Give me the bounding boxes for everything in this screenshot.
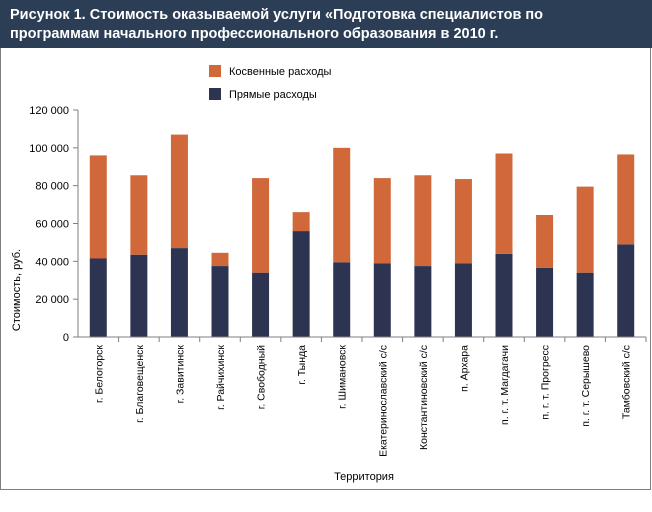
- bar-direct-costs: [130, 254, 148, 337]
- y-tick-label: 100 000: [29, 143, 69, 155]
- bar-indirect-costs: [130, 175, 148, 255]
- legend-label: Прямые расходы: [229, 89, 317, 101]
- x-tick-label: г. Благовещенск: [134, 345, 146, 423]
- y-tick-label: 20 000: [35, 294, 69, 306]
- legend-swatch: [209, 65, 221, 77]
- bar-indirect-costs: [211, 252, 229, 267]
- legend-swatch: [209, 88, 221, 100]
- x-tick-label: г. Белогорск: [93, 345, 105, 403]
- bar-direct-costs: [454, 263, 472, 337]
- legend: Косвенные расходы Прямые расходы: [209, 65, 331, 101]
- bar-indirect-costs: [617, 154, 635, 245]
- x-tick-label: г. Тында: [296, 345, 308, 385]
- bar-indirect-costs: [495, 153, 513, 254]
- bar-indirect-costs: [333, 147, 351, 263]
- x-tick-label: Константиновский с/с: [418, 345, 430, 450]
- bar-indirect-costs: [373, 178, 391, 264]
- bar-direct-costs: [373, 263, 391, 337]
- bar-indirect-costs: [89, 155, 107, 259]
- bar-direct-costs: [414, 266, 432, 337]
- y-tick-label: 0: [63, 332, 69, 344]
- x-tick-label: п. г. т. Серышево: [580, 345, 592, 427]
- y-axis: 0 20 000 40 000 60 000 80 000 100 000 120 000: [29, 105, 79, 344]
- legend-label: Косвенные расходы: [229, 66, 331, 78]
- y-tick-label: 60 000: [35, 219, 69, 231]
- y-axis-label: Стоимость, руб.: [11, 249, 23, 331]
- x-tick-label: г. Свободный: [256, 345, 268, 409]
- bar-indirect-costs: [292, 212, 310, 232]
- x-axis-label: Территория: [334, 471, 394, 483]
- bar-direct-costs: [252, 272, 270, 337]
- bar-indirect-costs: [414, 175, 432, 267]
- x-tick-label: г. Завитинск: [174, 345, 186, 404]
- bar-indirect-costs: [454, 179, 472, 264]
- figure-title-line-2: программам начального профессионального …: [10, 26, 499, 42]
- bar-direct-costs: [89, 258, 107, 337]
- bar-direct-costs: [576, 272, 594, 337]
- x-axis: г. Белогорск г. Благовещенск г. Завитинск г…: [78, 336, 647, 457]
- bar-indirect-costs: [536, 214, 554, 268]
- bar-indirect-costs: [576, 186, 594, 273]
- x-tick-label: Тамбовский с/с: [621, 345, 633, 419]
- y-tick-label: 80 000: [35, 181, 69, 193]
- bar-direct-costs: [536, 267, 554, 337]
- x-tick-label: г. Райчихинск: [215, 345, 227, 410]
- bar-indirect-costs: [252, 178, 270, 273]
- stacked-bar-chart: Косвенные расходы Прямые расходы 0 20 000 4…: [11, 65, 647, 483]
- bar-direct-costs: [211, 266, 229, 337]
- bar-direct-costs: [495, 253, 513, 337]
- bar-direct-costs: [170, 248, 188, 337]
- x-tick-label: Екатеринославский с/с: [377, 345, 389, 457]
- chart-area: Косвенные расходы Прямые расходы 0 20 000 4…: [0, 48, 651, 490]
- x-tick-label: п. г. т. Магдагачи: [499, 345, 511, 425]
- figure-title-line-1: Рисунок 1. Стоимость оказываемой услуги …: [10, 7, 543, 23]
- bar-direct-costs: [292, 231, 310, 337]
- x-tick-label: г. Шимановск: [337, 345, 349, 409]
- bar-direct-costs: [333, 262, 351, 337]
- x-tick-label: п. Архара: [458, 345, 470, 392]
- bar-indirect-costs: [170, 134, 188, 249]
- y-tick-label: 40 000: [35, 256, 69, 268]
- bars: [89, 134, 635, 337]
- x-tick-label: п. г. т. Прогресс: [540, 345, 552, 420]
- y-tick-label: 120 000: [29, 105, 69, 117]
- bar-direct-costs: [617, 244, 635, 337]
- figure-title: Рисунок 1. Стоимость оказываемой услуги …: [0, 0, 652, 48]
